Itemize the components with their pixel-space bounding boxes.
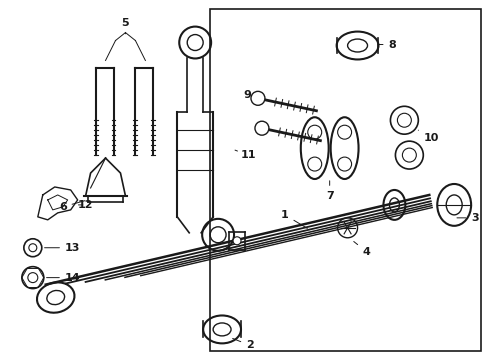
Text: 3: 3 — [456, 213, 478, 223]
Text: 4: 4 — [353, 242, 370, 257]
Text: 11: 11 — [235, 150, 255, 160]
Text: 6: 6 — [59, 201, 85, 212]
Text: 12: 12 — [78, 200, 93, 210]
Text: 8: 8 — [378, 40, 395, 50]
Bar — [210, 9, 480, 351]
Text: 1: 1 — [281, 210, 307, 228]
Circle shape — [254, 121, 268, 135]
Text: 2: 2 — [232, 338, 253, 350]
Text: 9: 9 — [243, 90, 258, 103]
Text: 5: 5 — [122, 18, 129, 34]
Text: 7: 7 — [325, 181, 333, 201]
Text: 10: 10 — [417, 130, 438, 143]
Text: 14: 14 — [46, 273, 81, 283]
Circle shape — [233, 237, 241, 245]
Circle shape — [250, 91, 264, 105]
Text: 13: 13 — [44, 243, 80, 253]
